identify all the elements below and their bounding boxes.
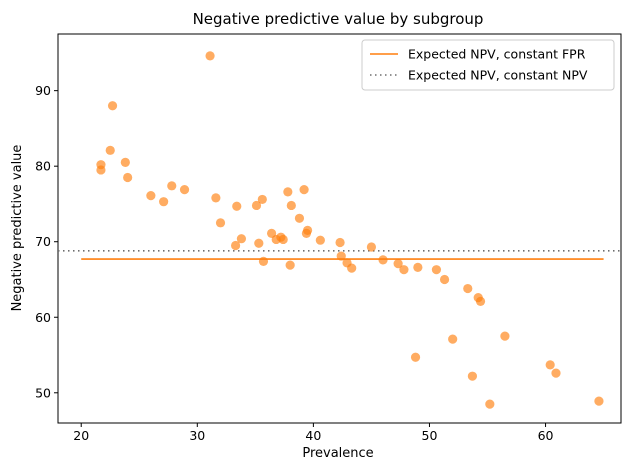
x-axis-label: Prevalence: [302, 446, 373, 461]
data-point: [413, 262, 423, 272]
data-point: [211, 193, 221, 203]
scatter-points: [96, 51, 604, 409]
x-tick-label: 40: [305, 428, 321, 443]
plot-area: [57, 33, 622, 424]
legend-box: [361, 39, 615, 91]
data-point: [159, 197, 169, 207]
data-point: [439, 274, 450, 285]
data-point: [475, 296, 486, 306]
data-point: [258, 256, 269, 266]
data-point: [393, 259, 403, 269]
y-tick-label: 80: [35, 159, 51, 174]
y-tick-label: 60: [35, 310, 51, 325]
x-tick-label: 60: [538, 428, 554, 443]
x-tick-label: 30: [189, 428, 205, 443]
data-point: [278, 234, 288, 245]
data-point: [347, 263, 357, 273]
plot-frame: [57, 33, 622, 424]
data-point: [299, 185, 309, 195]
data-point: [232, 201, 242, 211]
data-point: [463, 283, 473, 294]
data-point: [294, 213, 305, 223]
data-point: [336, 251, 346, 261]
data-point: [302, 225, 313, 235]
data-point: [215, 218, 226, 228]
y-tick-label: 50: [35, 385, 51, 400]
data-point: [167, 181, 177, 191]
data-point: [96, 165, 106, 175]
data-point: [231, 240, 241, 251]
data-point: [485, 399, 495, 409]
data-point: [594, 396, 604, 406]
data-point: [120, 157, 130, 168]
data-point: [335, 237, 345, 248]
legend-label-npv: Expected NPV, constant NPV: [408, 68, 588, 83]
data-point: [448, 334, 458, 344]
legend: Expected NPV, constant FPR Expected NPV,…: [361, 39, 615, 91]
data-point: [254, 238, 264, 248]
data-point: [366, 242, 377, 252]
data-point: [205, 51, 215, 61]
data-point: [107, 101, 118, 111]
data-point: [551, 368, 561, 378]
data-point: [179, 185, 190, 195]
data-point: [315, 235, 325, 245]
x-tick-label: 20: [73, 428, 89, 443]
data-point: [399, 265, 409, 275]
data-point: [257, 194, 267, 205]
data-point: [251, 200, 262, 211]
data-point: [283, 187, 293, 197]
data-point: [105, 145, 115, 155]
chart-title: Negative predictive value by subgroup: [193, 10, 484, 28]
data-point: [500, 331, 510, 341]
data-point: [410, 352, 421, 362]
x-tick-label: 50: [422, 428, 438, 443]
data-point: [545, 360, 555, 370]
x-axis-ticks: 20 30 40 50 60: [73, 423, 554, 443]
data-point: [236, 234, 247, 244]
data-point: [431, 265, 442, 275]
legend-label-fpr: Expected NPV, constant FPR: [408, 47, 586, 62]
y-axis-ticks: 50 60 70 80 90: [35, 83, 58, 400]
data-point: [286, 200, 296, 211]
data-point: [285, 260, 295, 270]
y-tick-label: 70: [35, 234, 51, 249]
data-point: [467, 371, 478, 381]
data-point: [378, 255, 388, 265]
data-point: [123, 172, 133, 183]
y-axis-label: Negative predictive value: [10, 145, 25, 312]
y-tick-label: 90: [35, 83, 51, 98]
data-point: [146, 191, 156, 201]
